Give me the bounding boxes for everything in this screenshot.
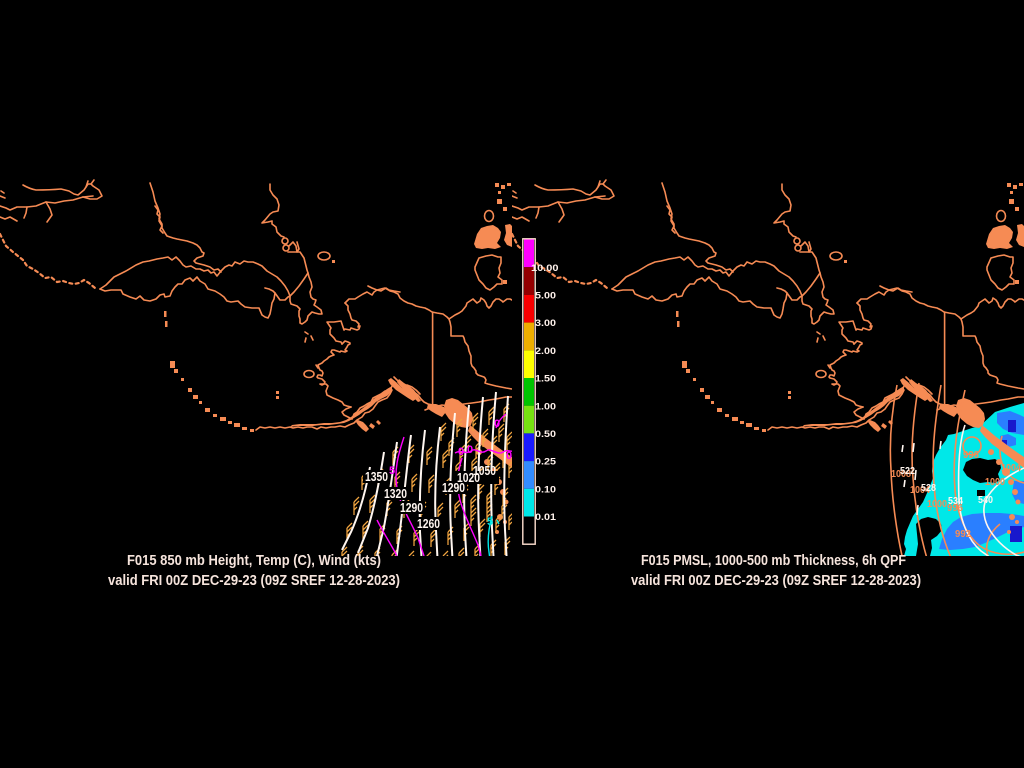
- svg-text:522: 522: [900, 466, 915, 477]
- svg-text:5: 5: [389, 465, 395, 477]
- svg-text:992: 992: [955, 529, 971, 540]
- svg-text:1.00: 1.00: [535, 401, 556, 412]
- svg-text:valid FRI 00Z DEC-29-23 (09Z S: valid FRI 00Z DEC-29-23 (09Z SREF 12-28-…: [108, 573, 400, 589]
- svg-text:0.50: 0.50: [535, 429, 556, 440]
- svg-text:1290: 1290: [442, 481, 465, 495]
- svg-text:996: 996: [947, 503, 963, 514]
- svg-text:3.00: 3.00: [535, 318, 556, 329]
- svg-text:540: 540: [978, 495, 993, 506]
- svg-text:1260: 1260: [417, 517, 440, 531]
- svg-text:528: 528: [921, 483, 936, 494]
- svg-text:1350: 1350: [365, 470, 388, 484]
- svg-text:10.00: 10.00: [531, 263, 559, 274]
- svg-text:1004: 1004: [910, 485, 930, 496]
- svg-text:1020: 1020: [457, 471, 480, 485]
- svg-text:1000: 1000: [927, 499, 947, 510]
- svg-text:0.25: 0.25: [535, 457, 557, 468]
- svg-text:F015 PMSL, 1000-500 mb Thickne: F015 PMSL, 1000-500 mb Thickness, 6h QPF: [641, 553, 906, 569]
- svg-text:534: 534: [948, 496, 963, 507]
- svg-text:1320: 1320: [384, 487, 407, 501]
- svg-text:0: 0: [506, 450, 512, 462]
- svg-text:0: 0: [458, 446, 464, 458]
- svg-text:996: 996: [963, 450, 979, 461]
- svg-text:5: 5: [487, 516, 493, 528]
- svg-text:0.01: 0.01: [535, 512, 557, 523]
- svg-text:5.00: 5.00: [535, 291, 556, 302]
- svg-text:1290: 1290: [400, 501, 423, 515]
- svg-text:2.00: 2.00: [535, 346, 556, 357]
- svg-text:1004: 1004: [1001, 463, 1021, 474]
- svg-text:valid FRI 00Z DEC-29-23 (09Z S: valid FRI 00Z DEC-29-23 (09Z SREF 12-28-…: [631, 573, 921, 589]
- svg-text:0.10: 0.10: [535, 484, 556, 495]
- svg-text:1050: 1050: [473, 464, 496, 478]
- svg-text:0: 0: [494, 418, 500, 430]
- svg-text:0: 0: [467, 444, 473, 456]
- svg-text:1008: 1008: [891, 469, 911, 480]
- svg-text:1000: 1000: [985, 477, 1005, 488]
- svg-text:F015 850 mb Height, Temp (C),: F015 850 mb Height, Temp (C), Wind (kts): [127, 553, 381, 569]
- svg-text:1.50: 1.50: [535, 374, 556, 385]
